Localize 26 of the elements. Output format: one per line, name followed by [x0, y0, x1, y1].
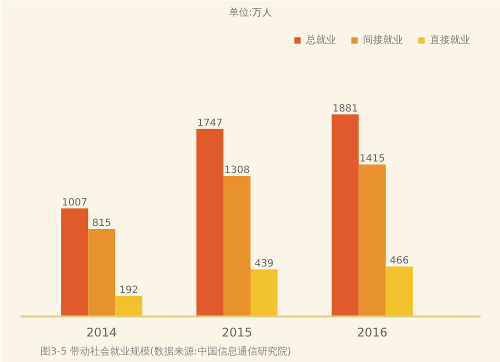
x-tick-label: 2015 — [222, 326, 252, 340]
x-tick-label: 2014 — [86, 326, 117, 340]
bar — [250, 269, 278, 316]
legend-label: 直接就业 — [430, 34, 470, 47]
data-label: 1881 — [332, 103, 358, 114]
bar — [358, 164, 386, 316]
data-label: 466 — [390, 255, 409, 266]
data-label: 1747 — [197, 118, 223, 129]
chart-subtitle: 单位:万人 — [228, 6, 272, 18]
data-label: 1308 — [224, 164, 250, 176]
bar — [61, 208, 88, 316]
bar — [332, 114, 359, 316]
data-label: 1415 — [360, 153, 385, 164]
data-label: 815 — [92, 218, 112, 229]
legend-label: 总就业 — [306, 34, 336, 47]
bar — [196, 128, 224, 316]
bar — [386, 266, 413, 316]
caption: 图3-5 带动社会就业规模(数据来源:中国信息通信研究院) — [40, 346, 292, 358]
legend-label: 间接就业 — [363, 34, 403, 47]
bar — [88, 228, 116, 316]
x-tick-label: 2016 — [356, 326, 388, 340]
data-label: 439 — [254, 258, 274, 270]
data-label: 1007 — [62, 197, 88, 208]
bar — [115, 296, 142, 316]
data-label: 192 — [119, 284, 138, 296]
bar — [223, 176, 250, 316]
